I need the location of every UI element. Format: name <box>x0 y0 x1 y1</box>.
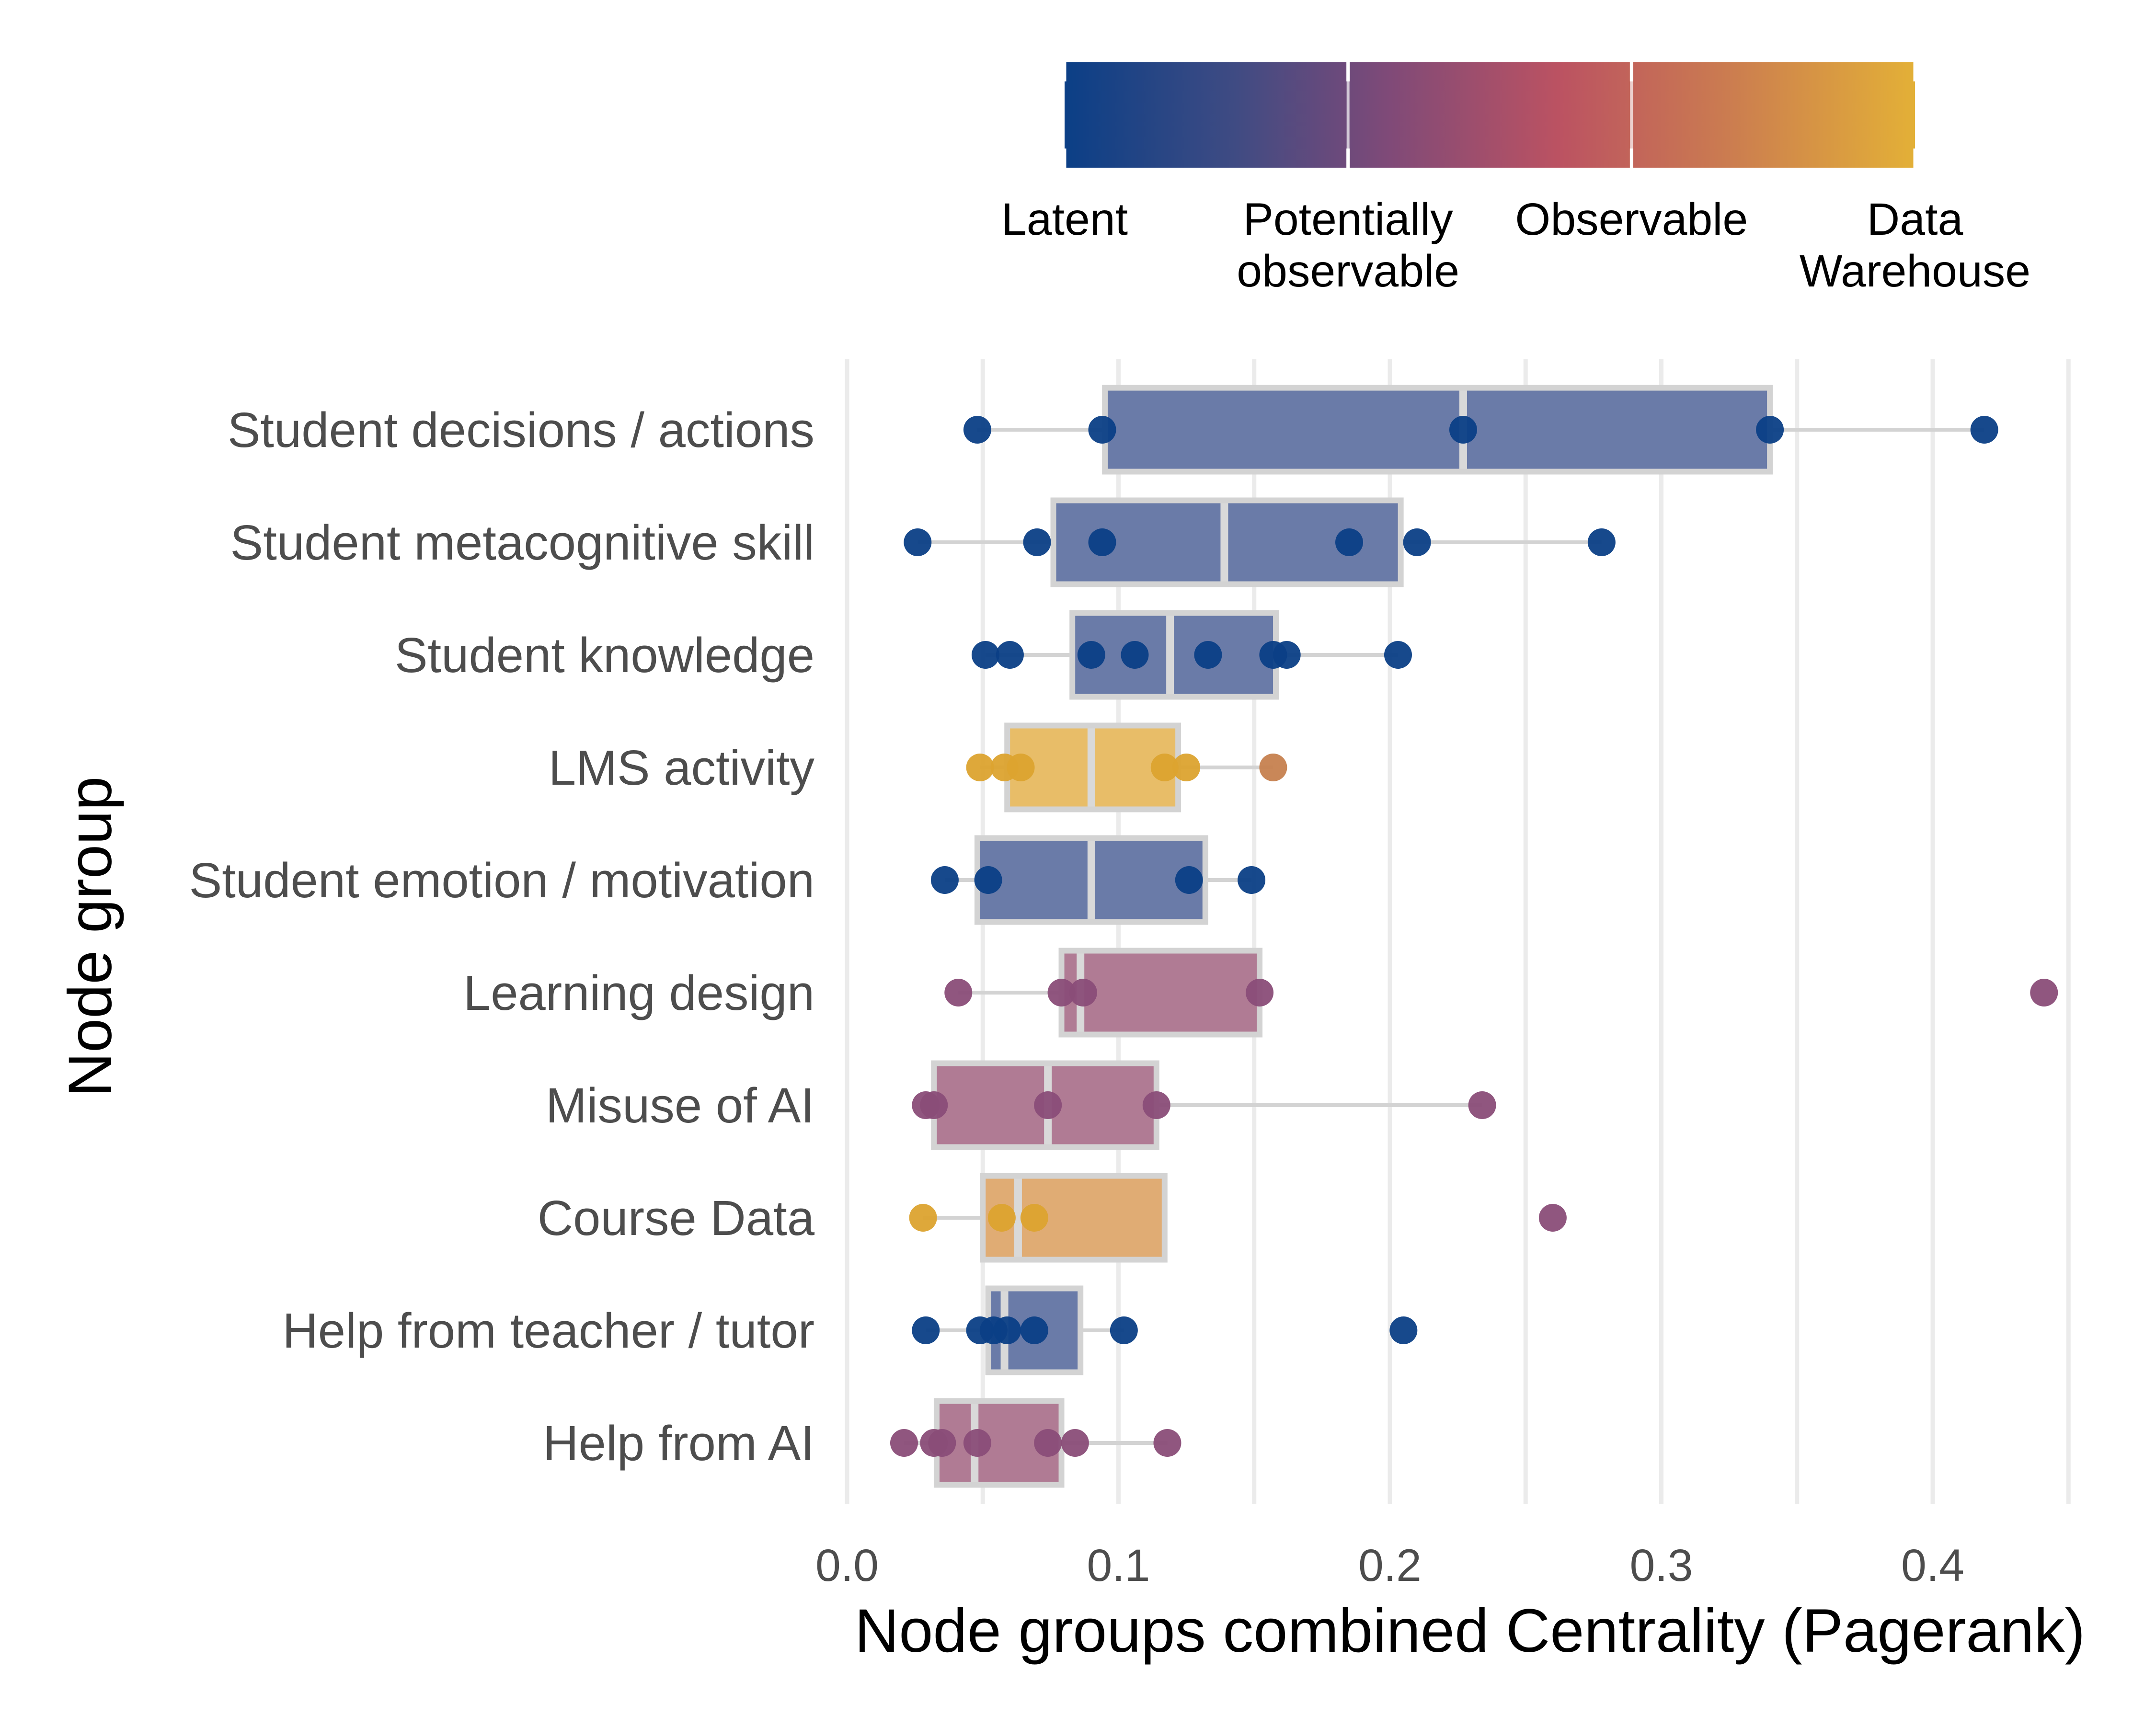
data-point <box>909 1204 937 1232</box>
y-axis-title: Node group <box>56 777 125 1097</box>
group-row <box>904 497 1616 587</box>
group-row <box>971 610 1412 700</box>
group-row <box>944 948 2058 1038</box>
data-point <box>974 866 1002 894</box>
legend-label: Potentially observable <box>1237 194 1459 297</box>
grid <box>845 359 2071 1504</box>
group-row <box>930 835 1266 925</box>
data-point <box>1088 416 1116 444</box>
data-point <box>1194 641 1222 669</box>
x-tick-label: 0.1 <box>1087 1540 1150 1591</box>
legend-label: Observable <box>1515 194 1748 245</box>
legend-label: Latent <box>1001 194 1128 245</box>
data-point <box>1110 1316 1138 1344</box>
data-point <box>1153 1429 1181 1457</box>
data-point <box>1468 1091 1496 1119</box>
data-point <box>966 754 994 781</box>
data-point <box>1538 1204 1567 1232</box>
axes: Node groups combined Centrality (Pageran… <box>56 402 2085 1665</box>
data-point <box>928 1429 956 1457</box>
data-point <box>920 1091 948 1119</box>
data-point <box>2030 979 2058 1006</box>
data-point <box>1020 1204 1048 1232</box>
category-label: Student decisions / actions <box>228 402 814 457</box>
data-point <box>890 1429 918 1457</box>
category-label: Help from teacher / tutor <box>282 1303 814 1358</box>
category-label: LMS activity <box>549 740 815 795</box>
category-label: Student metacognitive skill <box>230 515 814 570</box>
group-row <box>963 385 1998 475</box>
data-point <box>1069 979 1097 1006</box>
category-label: Student knowledge <box>395 628 814 683</box>
data-point <box>1020 1316 1048 1344</box>
data-point <box>1756 416 1784 444</box>
data-point <box>1259 754 1287 781</box>
legend-label: Data Warehouse <box>1800 194 2030 297</box>
data-point <box>1587 528 1616 556</box>
data-point <box>1150 754 1179 781</box>
data-point <box>1246 979 1274 1006</box>
data-point <box>1007 754 1035 781</box>
data-point <box>963 1429 991 1457</box>
x-tick-label: 0.0 <box>815 1540 879 1591</box>
data-point <box>1238 866 1266 894</box>
data-point <box>1384 641 1412 669</box>
data-point <box>1389 1316 1418 1344</box>
data-point <box>1335 528 1364 556</box>
category-label: Course Data <box>538 1190 815 1246</box>
data-point <box>987 1204 1016 1232</box>
data-marks <box>890 385 2058 1488</box>
data-point <box>904 528 932 556</box>
data-point <box>1034 1429 1062 1457</box>
data-point <box>1403 528 1431 556</box>
data-point <box>963 416 991 444</box>
data-point <box>1034 1091 1062 1119</box>
group-row <box>890 1398 1181 1488</box>
data-point <box>1172 754 1201 781</box>
data-point <box>971 641 999 669</box>
group-row <box>912 1285 1418 1375</box>
x-tick-label: 0.2 <box>1358 1540 1422 1591</box>
x-axis-title: Node groups combined Centrality (Pageran… <box>855 1597 2085 1665</box>
iqr-box <box>1102 385 1773 475</box>
data-point <box>1023 528 1051 556</box>
iqr-box <box>1069 610 1279 700</box>
x-tick-label: 0.3 <box>1629 1540 1693 1591</box>
data-point <box>1142 1091 1170 1119</box>
color-legend: Latent Potentially observable Observable Dat… <box>1001 62 2030 297</box>
data-point <box>1121 641 1149 669</box>
data-point <box>996 641 1024 669</box>
data-point <box>1175 866 1203 894</box>
group-row <box>912 1060 1496 1150</box>
data-point <box>1088 528 1116 556</box>
data-point <box>1449 416 1477 444</box>
category-label: Help from AI <box>543 1416 814 1471</box>
data-point <box>1273 641 1301 669</box>
data-point <box>944 979 973 1006</box>
data-point <box>993 1316 1021 1344</box>
data-point <box>930 866 959 894</box>
legend-colorbar <box>1065 62 1915 168</box>
x-tick-label: 0.4 <box>1901 1540 1964 1591</box>
data-point <box>1077 641 1105 669</box>
group-row <box>966 722 1287 812</box>
data-point <box>1047 979 1076 1006</box>
data-point <box>1061 1429 1089 1457</box>
data-point <box>912 1316 940 1344</box>
data-point <box>1970 416 1998 444</box>
group-row <box>909 1173 1567 1263</box>
category-label: Learning design <box>463 965 814 1020</box>
category-label: Student emotion / motivation <box>189 853 814 908</box>
category-label: Misuse of AI <box>546 1078 814 1133</box>
